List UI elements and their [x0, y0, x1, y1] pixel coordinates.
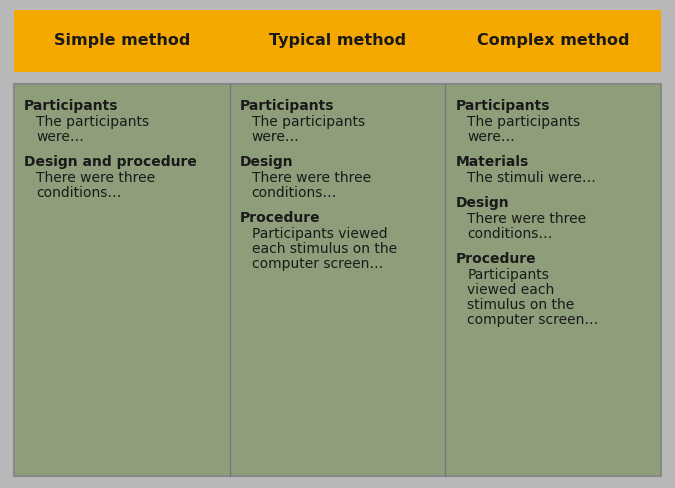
Bar: [14, 84, 661, 476]
Text: each stimulus on the: each stimulus on the: [252, 242, 397, 256]
Text: Typical method: Typical method: [269, 34, 406, 48]
Text: conditions…: conditions…: [36, 186, 122, 200]
Text: computer screen…: computer screen…: [467, 313, 599, 327]
Text: Design and procedure: Design and procedure: [24, 155, 197, 169]
Text: The participants: The participants: [467, 115, 580, 129]
Text: conditions…: conditions…: [252, 186, 337, 200]
Text: were…: were…: [467, 130, 515, 144]
Text: Participants: Participants: [467, 268, 549, 282]
Text: stimulus on the: stimulus on the: [467, 298, 574, 312]
Text: Participants: Participants: [240, 99, 334, 113]
Text: The participants: The participants: [252, 115, 364, 129]
Text: Participants: Participants: [456, 99, 550, 113]
Text: computer screen…: computer screen…: [252, 257, 383, 271]
Text: were…: were…: [252, 130, 300, 144]
Text: The participants: The participants: [36, 115, 149, 129]
Text: conditions…: conditions…: [467, 227, 553, 241]
Text: Procedure: Procedure: [240, 211, 321, 225]
Text: Complex method: Complex method: [477, 34, 629, 48]
Text: Simple method: Simple method: [53, 34, 190, 48]
Text: Design: Design: [240, 155, 294, 169]
Text: There were three: There were three: [36, 171, 155, 185]
Text: were…: were…: [36, 130, 84, 144]
Text: Materials: Materials: [456, 155, 529, 169]
Text: The stimuli were…: The stimuli were…: [467, 171, 596, 185]
Text: viewed each: viewed each: [467, 283, 555, 297]
Text: Participants: Participants: [24, 99, 119, 113]
Text: There were three: There were three: [467, 212, 587, 226]
Text: Participants viewed: Participants viewed: [252, 227, 387, 241]
Bar: [14, 10, 661, 72]
Text: Design: Design: [456, 196, 509, 210]
Text: There were three: There were three: [252, 171, 371, 185]
Text: Procedure: Procedure: [456, 252, 536, 266]
